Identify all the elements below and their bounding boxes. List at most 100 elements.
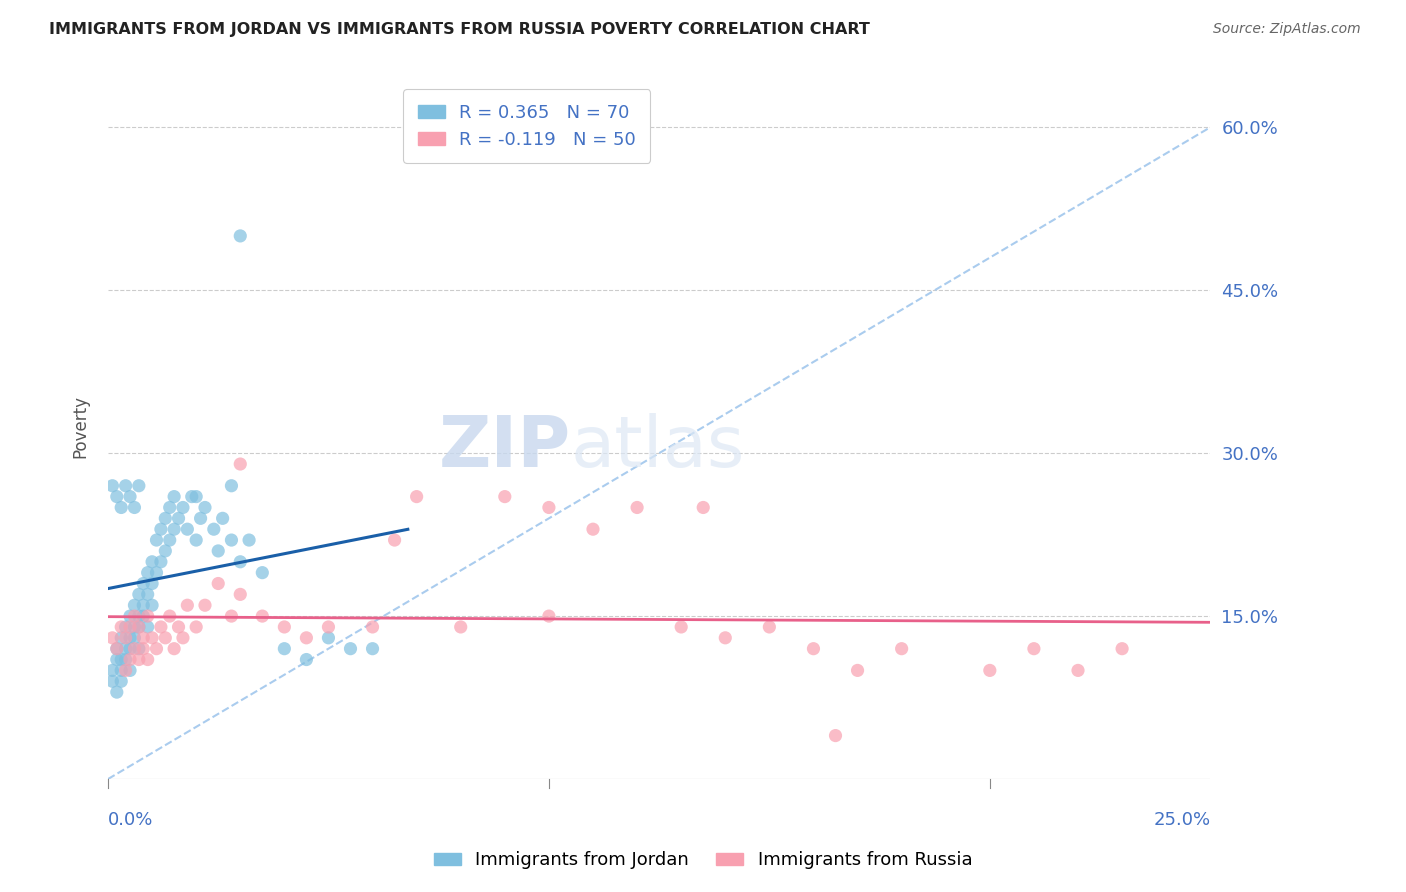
- Point: [118, 641, 141, 656]
- Point: [114, 641, 136, 656]
- Point: [194, 599, 217, 613]
- Point: [692, 500, 714, 515]
- Point: [186, 490, 208, 504]
- Point: [803, 641, 825, 656]
- Point: [110, 664, 132, 678]
- Point: [136, 566, 159, 580]
- Point: [221, 609, 243, 624]
- Point: [1111, 641, 1133, 656]
- Point: [141, 576, 163, 591]
- Point: [124, 609, 146, 624]
- Point: [229, 555, 252, 569]
- Point: [537, 500, 560, 515]
- Point: [194, 500, 217, 515]
- Point: [118, 620, 141, 634]
- Point: [128, 479, 150, 493]
- Point: [124, 620, 146, 634]
- Point: [145, 566, 167, 580]
- Point: [124, 631, 146, 645]
- Point: [450, 620, 472, 634]
- Point: [124, 641, 146, 656]
- Point: [176, 599, 198, 613]
- Point: [149, 620, 172, 634]
- Point: [105, 641, 128, 656]
- Point: [252, 609, 274, 624]
- Point: [101, 479, 124, 493]
- Point: [149, 522, 172, 536]
- Point: [172, 500, 194, 515]
- Point: [145, 641, 167, 656]
- Point: [105, 685, 128, 699]
- Point: [163, 641, 186, 656]
- Point: [202, 522, 225, 536]
- Point: [132, 576, 155, 591]
- Point: [118, 490, 141, 504]
- Point: [167, 511, 190, 525]
- Point: [136, 620, 159, 634]
- Point: [124, 500, 146, 515]
- Point: [318, 631, 340, 645]
- Point: [110, 500, 132, 515]
- Point: [132, 599, 155, 613]
- Point: [273, 620, 295, 634]
- Point: [105, 641, 128, 656]
- Point: [979, 664, 1001, 678]
- Point: [110, 631, 132, 645]
- Point: [110, 652, 132, 666]
- Point: [114, 479, 136, 493]
- Point: [124, 599, 146, 613]
- Point: [163, 522, 186, 536]
- Point: [114, 664, 136, 678]
- Point: [159, 609, 181, 624]
- Point: [128, 587, 150, 601]
- Point: [186, 620, 208, 634]
- Point: [141, 599, 163, 613]
- Legend: Immigrants from Jordan, Immigrants from Russia: Immigrants from Jordan, Immigrants from …: [425, 842, 981, 879]
- Point: [145, 533, 167, 547]
- Point: [136, 652, 159, 666]
- Text: 0.0%: 0.0%: [108, 811, 153, 829]
- Point: [105, 652, 128, 666]
- Point: [1022, 641, 1045, 656]
- Legend: R = 0.365   N = 70, R = -0.119   N = 50: R = 0.365 N = 70, R = -0.119 N = 50: [404, 89, 651, 163]
- Point: [163, 490, 186, 504]
- Point: [758, 620, 780, 634]
- Point: [229, 457, 252, 471]
- Point: [141, 555, 163, 569]
- Point: [132, 641, 155, 656]
- Point: [714, 631, 737, 645]
- Point: [221, 533, 243, 547]
- Point: [118, 609, 141, 624]
- Point: [229, 228, 252, 243]
- Point: [155, 511, 177, 525]
- Point: [110, 620, 132, 634]
- Point: [295, 652, 318, 666]
- Point: [190, 511, 212, 525]
- Point: [172, 631, 194, 645]
- Point: [186, 533, 208, 547]
- Point: [207, 576, 229, 591]
- Point: [159, 533, 181, 547]
- Point: [132, 609, 155, 624]
- Point: [101, 674, 124, 689]
- Point: [114, 620, 136, 634]
- Point: [149, 555, 172, 569]
- Point: [229, 587, 252, 601]
- Text: atlas: atlas: [571, 413, 745, 482]
- Point: [101, 664, 124, 678]
- Point: [221, 479, 243, 493]
- Point: [128, 652, 150, 666]
- Point: [128, 641, 150, 656]
- Point: [211, 511, 233, 525]
- Point: [132, 631, 155, 645]
- Point: [180, 490, 202, 504]
- Point: [295, 631, 318, 645]
- Point: [118, 652, 141, 666]
- Text: 25.0%: 25.0%: [1153, 811, 1211, 829]
- Point: [101, 631, 124, 645]
- Point: [339, 641, 361, 656]
- Text: ZIP: ZIP: [439, 413, 571, 482]
- Point: [669, 620, 692, 634]
- Point: [384, 533, 406, 547]
- Point: [155, 544, 177, 558]
